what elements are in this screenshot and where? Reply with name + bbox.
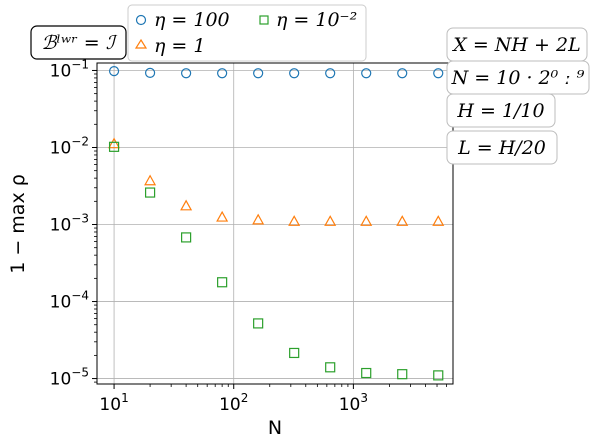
- y-axis-label: 1 − max ρ: [7, 174, 29, 274]
- point-series-2-5: [289, 347, 300, 359]
- point-series-1-7: [360, 215, 373, 226]
- data-points: [108, 66, 445, 381]
- y-tick-label-1: 10−2: [50, 134, 89, 158]
- point-series-1-3: [216, 210, 229, 222]
- point-series-2-2: [181, 232, 192, 243]
- x-tick-label-2: 103: [339, 391, 368, 415]
- point-series-0-6: [325, 68, 336, 79]
- point-series-2-4: [253, 318, 264, 329]
- x-axis-label: N: [268, 417, 282, 439]
- point-series-0-3: [217, 68, 228, 79]
- annotation-l-definition: L = H/20: [457, 137, 546, 159]
- boundary-annotation: ℬˡʷʳ = ℐ: [30, 25, 127, 60]
- legend-marker-eta-0.01: [259, 15, 269, 25]
- point-series-2-8: [397, 369, 408, 380]
- point-series-0-7: [361, 68, 372, 79]
- point-series-0-9: [433, 68, 444, 79]
- point-series-0-1: [144, 67, 156, 78]
- legend: η = 100 η = 1 η = 10⁻²: [127, 4, 367, 62]
- point-series-0-0: [108, 66, 120, 77]
- point-series-2-7: [361, 367, 372, 379]
- point-series-2-3: [217, 277, 228, 288]
- point-series-2-0: [108, 141, 120, 152]
- point-series-0-2: [181, 68, 192, 79]
- legend-label-eta-0.01: η = 10⁻²: [276, 9, 357, 31]
- x-tick-label-1: 102: [219, 391, 248, 415]
- point-series-2-9: [433, 370, 444, 381]
- point-series-0-5: [289, 68, 300, 79]
- y-tick-label-3: 10−4: [50, 289, 89, 313]
- point-series-1-6: [324, 215, 337, 226]
- annotation-x-definition: X = NH + 2L: [451, 34, 580, 56]
- boundary-annotation-text: ℬˡʷʳ = ℐ: [41, 32, 117, 54]
- point-series-1-9: [432, 215, 445, 226]
- point-series-2-1: [144, 187, 156, 198]
- point-series-1-8: [396, 215, 409, 226]
- legend-marker-eta-100: [135, 14, 147, 26]
- legend-label-eta-1: η = 1: [154, 35, 205, 57]
- parameter-annotations: X = NH + 2L N = 10 · 2⁰ ː ⁹ H = 1/10 L =…: [446, 27, 590, 165]
- plot-frame: [96, 62, 454, 385]
- annotation-h-definition: H = 1/10: [456, 100, 544, 122]
- grid-lines: [97, 63, 453, 384]
- axis-ticks: 101 102 103 10−1 10−2 10−3 10−4 10−5: [50, 57, 447, 415]
- point-series-1-2: [180, 199, 193, 211]
- y-tick-label-0: 10−1: [50, 57, 89, 81]
- point-series-1-0: [108, 137, 121, 149]
- point-series-1-5: [288, 215, 301, 226]
- y-tick-label-4: 10−5: [50, 366, 89, 390]
- point-series-1-4: [252, 213, 265, 225]
- point-series-0-8: [397, 68, 408, 79]
- legend-label-eta-100: η = 100: [154, 9, 230, 31]
- point-series-2-6: [325, 362, 336, 373]
- annotation-n-definition: N = 10 · 2⁰ ː ⁹: [451, 67, 585, 89]
- legend-marker-eta-1: [134, 38, 148, 49]
- point-series-0-4: [253, 68, 264, 79]
- point-series-1-1: [144, 174, 157, 186]
- y-tick-label-2: 10−3: [50, 212, 89, 236]
- x-tick-label-0: 101: [99, 391, 128, 415]
